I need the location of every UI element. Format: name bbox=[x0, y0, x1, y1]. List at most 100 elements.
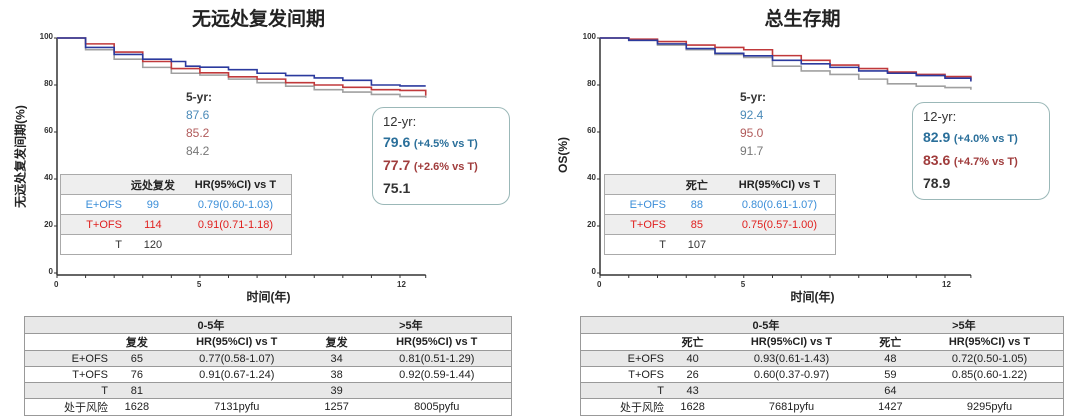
y-tick-label: 20 bbox=[44, 220, 53, 229]
table-cell: 0.77(0.58-1.07) bbox=[162, 350, 311, 367]
survival-curve bbox=[600, 37, 972, 90]
period-header: >5年 bbox=[310, 316, 512, 334]
x-tick-label: 5 bbox=[740, 280, 746, 289]
table-header: HR(95%CI) vs T bbox=[179, 174, 292, 195]
y-tick-label: 60 bbox=[44, 126, 53, 135]
y-tick-label: 40 bbox=[44, 173, 53, 182]
table-cell bbox=[916, 382, 1064, 399]
period-header: 0-5年 bbox=[111, 316, 311, 334]
table-row: E+OFS 65 0.77(0.58-1.07) 34 0.81(0.51-1.29) bbox=[24, 350, 512, 367]
x-tick-label: 0 bbox=[54, 280, 59, 289]
y-tick-label: 100 bbox=[582, 32, 596, 41]
table-header: HR(95%CI) vs T bbox=[916, 333, 1064, 351]
table-header: 远处复发 bbox=[125, 174, 180, 195]
table-cell: E+OFS bbox=[604, 194, 670, 215]
twelve-year-value: 77.7 bbox=[383, 157, 411, 173]
table-cell: T bbox=[24, 382, 111, 399]
table-header: 死亡 bbox=[864, 333, 916, 351]
table-header: HR(95%CI) vs T bbox=[723, 174, 836, 195]
table-cell: T+OFS bbox=[604, 214, 670, 235]
y-tick-label: 0 bbox=[48, 267, 53, 276]
table-cell: 39 bbox=[310, 382, 363, 399]
table-cell: 114 bbox=[125, 214, 180, 235]
table-cell: 0.81(0.51-1.29) bbox=[362, 350, 512, 367]
twelve-year-label: 12-yr: bbox=[923, 109, 957, 124]
x-tick-label: 0 bbox=[597, 280, 602, 289]
table-cell: 0.79(0.60-1.03) bbox=[179, 194, 292, 215]
events-table: 死亡 HR(95%CI) vs T E+OFS 88 0.80(0.61-1.07) T+… bbox=[604, 174, 836, 255]
table-cell: 48 bbox=[864, 350, 916, 367]
table-cell: 0.80(0.61-1.07) bbox=[723, 194, 836, 215]
table-header: 复发 bbox=[111, 333, 163, 351]
table-cell: 8005pyfu bbox=[362, 398, 512, 416]
table-cell: 59 bbox=[864, 366, 916, 383]
y-tick-label: 20 bbox=[587, 220, 596, 229]
table-cell: 0.75(0.57-1.00) bbox=[723, 214, 836, 235]
y-tick-label: 80 bbox=[587, 79, 596, 88]
table-row: T 43 64 bbox=[580, 382, 1064, 399]
x-axis-label: 时间(年) bbox=[790, 290, 835, 304]
table-header: 死亡 bbox=[669, 174, 724, 195]
x-axis-label: 时间(年) bbox=[246, 290, 291, 304]
five-year-rates: 5-yr: 87.6 85.2 84.2 bbox=[186, 88, 212, 160]
twelve-year-diff: (+4.7% vs T) bbox=[953, 156, 1018, 168]
five-year-label: 5-yr: bbox=[740, 90, 767, 104]
table-cell: 38 bbox=[310, 366, 363, 383]
table-row: T 120 bbox=[60, 234, 292, 255]
table-row: T+OFS 76 0.91(0.67-1.24) 38 0.92(0.59-1.44) bbox=[24, 366, 512, 383]
twelve-year-label: 12-yr: bbox=[383, 114, 417, 129]
table-cell: 85 bbox=[669, 214, 724, 235]
x-tick-label: 12 bbox=[397, 280, 406, 289]
y-tick-label: 100 bbox=[39, 32, 53, 41]
table-cell: 0.91(0.71-1.18) bbox=[179, 214, 292, 235]
table-cell: 0.92(0.59-1.44) bbox=[362, 366, 512, 383]
five-year-value: 95.0 bbox=[740, 126, 764, 140]
table-cell: 1257 bbox=[310, 398, 363, 416]
table-cell bbox=[362, 382, 512, 399]
table-cell: 107 bbox=[669, 234, 724, 255]
table-row: T+OFS 114 0.91(0.71-1.18) bbox=[60, 214, 292, 235]
table-row: T 107 bbox=[604, 234, 836, 255]
table-cell: 43 bbox=[667, 382, 719, 399]
table-row: 处于风险 1628 7131pyfu 1257 8005pyfu bbox=[24, 398, 512, 416]
table-cell: 64 bbox=[864, 382, 916, 399]
table-cell: 1628 bbox=[667, 398, 719, 416]
five-year-rates: 5-yr: 92.4 95.0 91.7 bbox=[740, 88, 766, 160]
table-cell: E+OFS bbox=[60, 194, 126, 215]
table-cell bbox=[179, 234, 292, 255]
table-cell: 9295pyfu bbox=[916, 398, 1064, 416]
table-row: E+OFS 99 0.79(0.60-1.03) bbox=[60, 194, 292, 215]
table-header: HR(95%CI) vs T bbox=[718, 333, 865, 351]
twelve-year-value: 75.1 bbox=[383, 180, 411, 196]
y-tick-label: 80 bbox=[44, 79, 53, 88]
table-cell: 81 bbox=[111, 382, 163, 399]
five-year-value: 84.2 bbox=[186, 144, 210, 158]
table-row: T+OFS 85 0.75(0.57-1.00) bbox=[604, 214, 836, 235]
table-cell: 26 bbox=[667, 366, 719, 383]
table-cell: 0.93(0.61-1.43) bbox=[718, 350, 865, 367]
km-plot bbox=[54, 37, 427, 278]
table-cell bbox=[162, 382, 311, 399]
km-plot bbox=[597, 37, 972, 278]
table-row: E+OFS 88 0.80(0.61-1.07) bbox=[604, 194, 836, 215]
table-cell: 76 bbox=[111, 366, 163, 383]
period-header: >5年 bbox=[864, 316, 1064, 334]
table-cell: T+OFS bbox=[580, 366, 667, 383]
five-year-label: 5-yr: bbox=[186, 90, 213, 104]
table-header: 死亡 bbox=[667, 333, 719, 351]
table-cell: 7131pyfu bbox=[162, 398, 311, 416]
table-cell: T+OFS bbox=[60, 214, 126, 235]
table-cell: T bbox=[604, 234, 670, 255]
table-cell: 处于风险 bbox=[580, 398, 667, 416]
table-cell bbox=[723, 234, 836, 255]
survival-curve bbox=[57, 37, 427, 96]
y-tick-label: 40 bbox=[587, 173, 596, 182]
table-cell: 1427 bbox=[864, 398, 916, 416]
table-row: T 81 39 bbox=[24, 382, 512, 399]
table-cell: T bbox=[580, 382, 667, 399]
chart-title: 总生存期 bbox=[764, 9, 841, 30]
period-header: 0-5年 bbox=[667, 316, 865, 334]
table-cell: 120 bbox=[125, 234, 180, 255]
table-cell bbox=[718, 382, 865, 399]
